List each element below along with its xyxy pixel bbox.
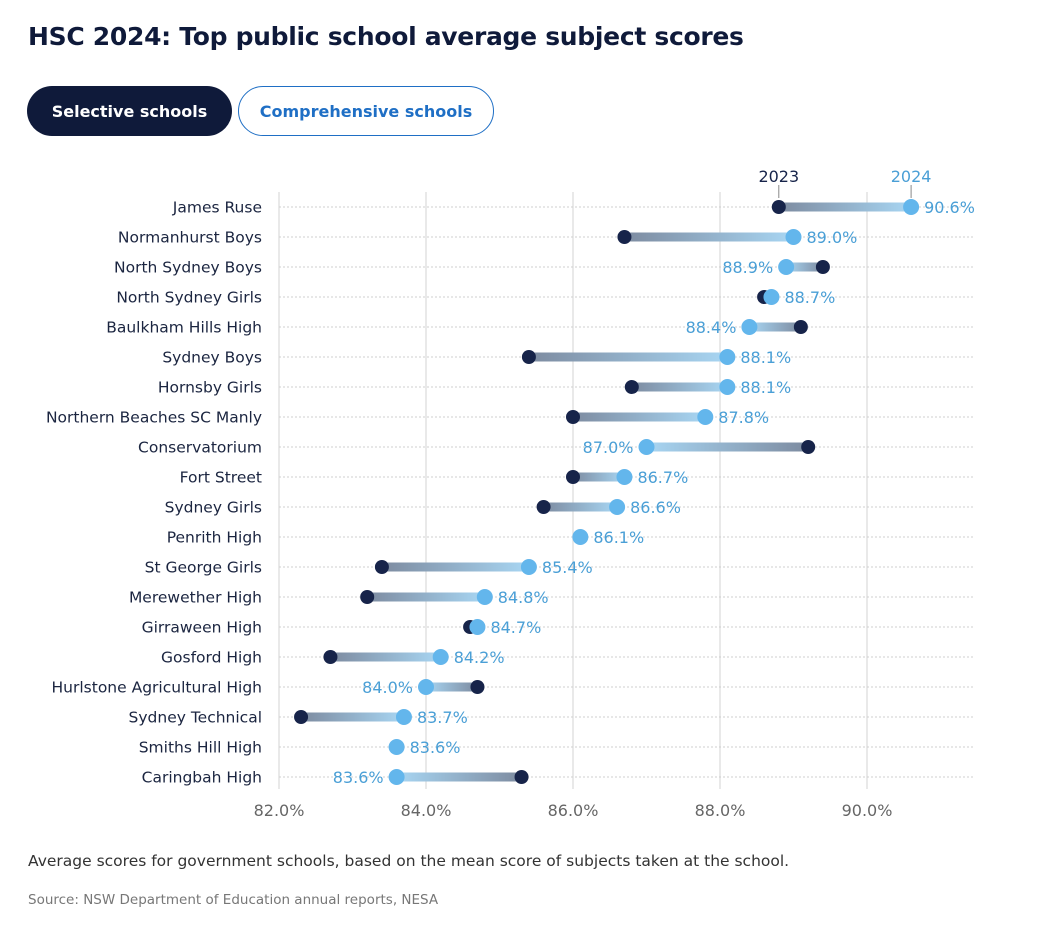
value-label: 86.6%: [630, 498, 681, 517]
category-label: Northern Beaches SC Manly: [46, 409, 262, 427]
x-tick-label: 84.0%: [401, 801, 452, 820]
value-label: 83.7%: [417, 708, 468, 727]
value-label: 86.7%: [637, 468, 688, 487]
value-label: 84.2%: [454, 648, 505, 667]
dot-2024: [609, 499, 626, 515]
category-label: Hornsby Girls: [158, 379, 262, 397]
chart-source: Source: NSW Department of Education annu…: [28, 892, 439, 908]
dot-2023: [624, 380, 639, 394]
dot-2024: [616, 469, 633, 485]
dot-2024: [763, 289, 780, 305]
category-label: James Ruse: [172, 199, 262, 217]
category-label: Sydney Boys: [162, 349, 262, 367]
category-label: Fort Street: [180, 469, 262, 487]
dot-2023: [566, 470, 580, 484]
dot-2023: [617, 230, 632, 244]
category-label: Caringbah High: [142, 769, 262, 787]
dot-2024: [418, 679, 434, 695]
legend-2024: 2024: [891, 167, 932, 186]
category-label: Penrith High: [167, 529, 262, 547]
dot-2023: [470, 680, 485, 694]
value-label: 88.4%: [686, 318, 737, 337]
dot-2024: [432, 649, 449, 665]
value-label: 87.0%: [583, 438, 634, 457]
x-tick-label: 86.0%: [548, 801, 599, 820]
value-label: 88.7%: [784, 288, 835, 307]
category-label: Sydney Girls: [165, 499, 262, 517]
dot-2024: [903, 199, 920, 215]
chart-title: HSC 2024: Top public school average subj…: [28, 22, 744, 51]
dot-2024: [469, 619, 486, 635]
dot-2023: [294, 710, 309, 724]
dot-2024: [520, 559, 537, 575]
dot-2024: [778, 259, 795, 275]
dot-2024: [388, 739, 405, 755]
dot-2023: [566, 410, 580, 424]
value-label: 88.1%: [740, 348, 791, 367]
dot-2023: [536, 500, 551, 514]
x-tick-label: 88.0%: [695, 801, 746, 820]
category-label: Sydney Technical: [129, 709, 262, 727]
dot-2023: [801, 440, 816, 454]
dot-2023: [360, 590, 375, 604]
tab-comprehensive-schools[interactable]: Comprehensive schools: [238, 86, 494, 136]
category-label: Conservatorium: [138, 439, 262, 457]
value-label: 87.8%: [718, 408, 769, 427]
dot-2023: [771, 200, 786, 214]
category-label: Girraween High: [142, 619, 262, 637]
value-label: 85.4%: [542, 558, 593, 577]
x-tick-label: 90.0%: [842, 801, 893, 820]
dot-2024: [476, 589, 493, 605]
dot-2024: [719, 349, 736, 365]
dot-2023: [514, 770, 529, 784]
category-label: North Sydney Girls: [116, 289, 262, 307]
dot-2024: [741, 319, 758, 335]
x-tick-label: 82.0%: [254, 801, 305, 820]
value-label: 90.6%: [924, 198, 975, 217]
dumbbell-chart: 82.0% 84.0% 86.0% 88.0% 90.0% James Ruse 90.6%…: [46, 167, 975, 820]
value-label: 83.6%: [333, 768, 384, 787]
chart-caption: Average scores for government schools, b…: [28, 852, 790, 870]
value-label: 83.6%: [410, 738, 461, 757]
dot-2023: [374, 560, 389, 574]
category-label: St George Girls: [145, 559, 262, 577]
dot-2023: [521, 350, 536, 364]
dot-2024: [719, 379, 736, 395]
dot-2023: [323, 650, 338, 664]
category-label: Hurlstone Agricultural High: [52, 679, 262, 697]
value-label: 84.7%: [490, 618, 541, 637]
value-label: 88.9%: [722, 258, 773, 277]
tab-selective-schools[interactable]: Selective schools: [27, 86, 232, 136]
value-label: 84.0%: [362, 678, 413, 697]
dot-2024: [638, 439, 655, 455]
value-label: 86.1%: [593, 528, 644, 547]
dot-2024: [395, 709, 412, 725]
category-label: Smiths Hill High: [139, 739, 262, 757]
dot-2024: [785, 229, 802, 245]
legend-2023: 2023: [758, 167, 799, 186]
category-label: Normanhurst Boys: [118, 229, 262, 247]
value-label: 84.8%: [498, 588, 549, 607]
dot-2024: [572, 529, 589, 545]
dot-2024: [388, 769, 405, 785]
dot-2023: [815, 260, 830, 274]
value-label: 88.1%: [740, 378, 791, 397]
category-label: Gosford High: [161, 649, 262, 667]
value-label: 89.0%: [807, 228, 858, 247]
category-label: Merewether High: [129, 589, 262, 607]
dot-2023: [793, 320, 808, 334]
category-label: North Sydney Boys: [114, 259, 262, 277]
category-label: Baulkham Hills High: [106, 319, 262, 337]
dot-2024: [697, 409, 714, 425]
